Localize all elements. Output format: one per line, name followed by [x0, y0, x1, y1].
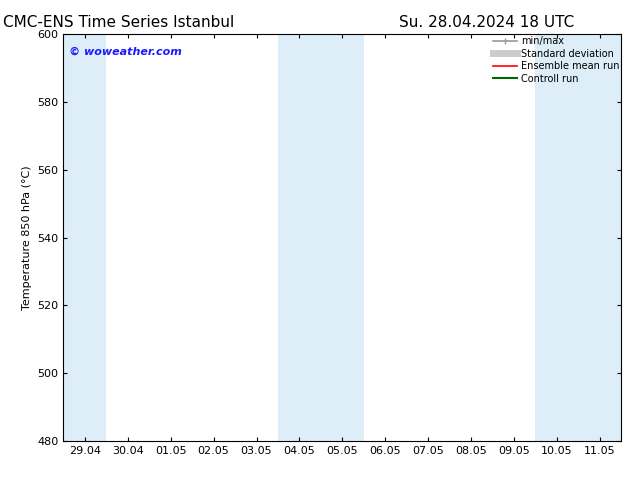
Bar	[63, 34, 107, 441]
Legend: min/max, Standard deviation, Ensemble mean run, Controll run: min/max, Standard deviation, Ensemble me…	[493, 36, 619, 83]
Y-axis label: Temperature 850 hPa (°C): Temperature 850 hPa (°C)	[22, 165, 32, 310]
Text: © woweather.com: © woweather.com	[69, 47, 182, 56]
Text: CMC-ENS Time Series Istanbul: CMC-ENS Time Series Istanbul	[3, 15, 235, 30]
Bar	[536, 34, 621, 441]
Bar	[278, 34, 364, 441]
Text: Su. 28.04.2024 18 UTC: Su. 28.04.2024 18 UTC	[399, 15, 574, 30]
